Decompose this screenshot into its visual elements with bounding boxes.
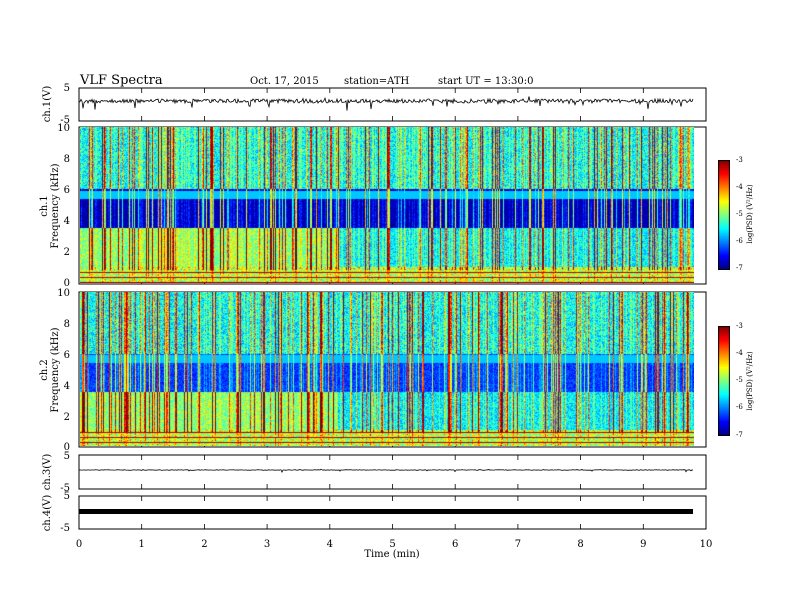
spec1-ytick-0: 0 <box>64 278 70 289</box>
cb1-tick-m4: -4 <box>736 183 743 191</box>
cb1-title: log(PSD) (V²/Hz) <box>746 184 754 243</box>
spec2-channel-label: ch.2 <box>39 359 50 381</box>
spec1-ytick-10: 10 <box>57 123 70 134</box>
spec2-ytick-4: 4 <box>64 381 70 392</box>
date-label: Oct. 17, 2015 <box>250 76 319 87</box>
cb2-title: log(PSD) (V²/Hz) <box>746 351 754 410</box>
spec1-ytick-4: 4 <box>64 216 70 227</box>
time-tick-label: 9 <box>640 539 646 550</box>
spec1-ytick-2: 2 <box>64 247 70 258</box>
spec2-ytick-10: 10 <box>57 288 70 299</box>
cb2-tick-m4: -4 <box>736 349 743 357</box>
station-label: station=ATH <box>344 76 410 87</box>
ch1-ytick-top: 5 <box>64 83 70 94</box>
ch1-colorbar-image <box>718 160 730 270</box>
ch1-waveform-ylabel: ch.1(V) <box>42 86 53 123</box>
time-tick-label: 1 <box>139 539 145 550</box>
cb2-tick-m3: -3 <box>736 322 743 330</box>
ch1-spectrogram-image <box>80 127 694 283</box>
spec2-ylabel: Frequency (kHz) <box>50 327 61 412</box>
ch1-waveform-series <box>78 96 694 111</box>
start-time-label: start UT = 13:30:0 <box>438 76 533 87</box>
spec1-ytick-8: 8 <box>64 154 70 165</box>
time-tick-label: 6 <box>452 539 458 550</box>
spec2-ytick-0: 0 <box>64 442 70 453</box>
cb1-tick-m3: -3 <box>736 156 743 164</box>
cb1-tick-m7: -7 <box>736 264 743 272</box>
cb1-tick-m5: -5 <box>736 210 743 218</box>
spec1-channel-label: ch.1 <box>39 195 50 217</box>
cb2-tick-m6: -6 <box>736 403 743 411</box>
time-tick-label: 3 <box>264 539 270 550</box>
ch3-waveform-ylabel: ch.3(V) <box>42 454 53 491</box>
ch2-spectrogram-image <box>80 292 694 446</box>
spec2-ytick-6: 6 <box>64 350 70 361</box>
cb1-tick-m6: -6 <box>736 237 743 245</box>
spec1-ytick-6: 6 <box>64 185 70 196</box>
figure-title: VLF Spectra <box>79 73 163 88</box>
ch3-waveform-frame <box>78 454 707 490</box>
time-tick-label: 10 <box>700 539 713 550</box>
spec2-ytick-2: 2 <box>64 412 70 423</box>
time-tick-label: 5 <box>389 539 395 550</box>
time-tick-label: 4 <box>327 539 333 550</box>
spec1-ylabel: Frequency (kHz) <box>50 163 61 248</box>
ch1-colorbar: -3 -4 -5 -6 -7 log(PSD) (V²/Hz) <box>736 156 754 272</box>
time-tick-label: 7 <box>515 539 521 550</box>
time-tick-label: 8 <box>577 539 583 550</box>
ch1-ytick-bottom: -5 <box>60 115 70 126</box>
spec2-ytick-8: 8 <box>64 319 70 330</box>
ch4-waveform-series <box>79 509 693 514</box>
ch4-ytick-bottom: -5 <box>60 523 70 534</box>
ch4-ytick-top: 5 <box>64 491 70 502</box>
ch3-waveform-series <box>78 468 694 474</box>
time-tick-label: 0 <box>76 539 82 550</box>
ch3-ytick-bottom: -5 <box>60 483 70 494</box>
cb2-tick-m7: -7 <box>736 431 743 439</box>
ch2-colorbar: -3 -4 -5 -6 -7 log(PSD) (V²/Hz) <box>736 322 754 439</box>
ch3-ytick-top: 5 <box>64 451 70 462</box>
cb2-tick-m5: -5 <box>736 376 743 384</box>
ch2-colorbar-image <box>718 326 730 436</box>
ch4-waveform-ylabel: ch.4(V) <box>42 495 53 532</box>
time-tick-label: 2 <box>201 539 207 550</box>
time-axis-label: Time (min) <box>364 549 419 560</box>
